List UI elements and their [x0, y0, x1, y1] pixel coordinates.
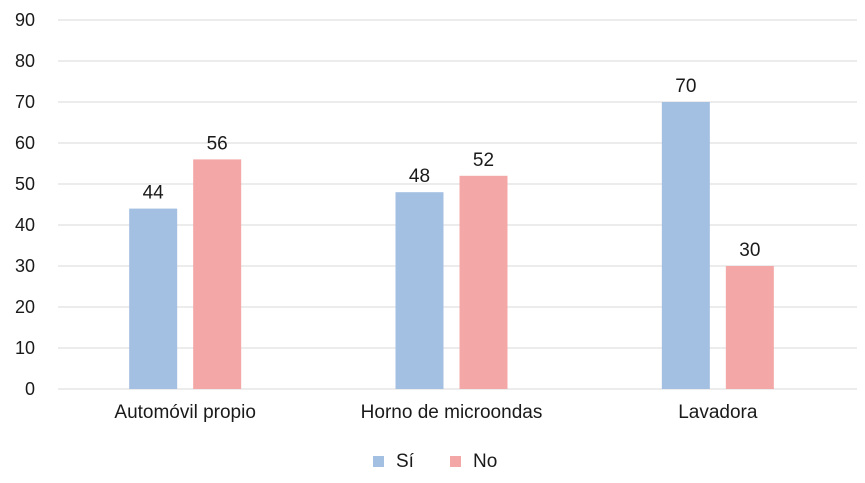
x-category-label: Automóvil propio — [114, 402, 256, 423]
y-tick-label: 30 — [15, 256, 35, 276]
data-label: 30 — [739, 240, 760, 261]
x-category-label: Lavadora — [678, 402, 758, 423]
data-label: 52 — [473, 150, 494, 171]
y-tick-label: 40 — [15, 215, 35, 235]
y-tick-label: 10 — [15, 338, 35, 358]
legend-label: Sí — [396, 451, 415, 472]
bar-si — [395, 192, 444, 389]
y-tick-label: 80 — [15, 51, 35, 71]
bars — [129, 102, 774, 389]
y-tick-label: 60 — [15, 133, 35, 153]
x-axis-categories: Automóvil propio Horno de microondas Lavad… — [114, 402, 757, 423]
legend: Sí No — [373, 451, 497, 472]
y-tick-label: 50 — [15, 174, 35, 194]
y-tick-label: 0 — [25, 379, 35, 399]
y-tick-label: 70 — [15, 92, 35, 112]
data-label: 44 — [143, 183, 165, 204]
y-axis-ticks: 0 10 20 30 40 50 60 70 80 90 — [15, 10, 35, 399]
x-category-label: Horno de microondas — [361, 402, 543, 423]
bar-no — [459, 175, 508, 389]
data-label: 48 — [409, 166, 430, 187]
bar-si — [129, 208, 178, 389]
data-label: 56 — [207, 133, 228, 154]
bar-no — [725, 266, 774, 389]
bar-no — [193, 159, 242, 389]
y-tick-label: 20 — [15, 297, 35, 317]
legend-label: No — [473, 451, 497, 472]
y-tick-label: 90 — [15, 10, 35, 30]
data-labels: 44 56 48 52 70 30 — [143, 76, 761, 261]
gridlines — [58, 19, 857, 390]
bar-si — [661, 102, 710, 389]
data-label: 70 — [675, 76, 696, 97]
legend-swatch — [450, 456, 461, 467]
legend-swatch — [373, 456, 384, 467]
